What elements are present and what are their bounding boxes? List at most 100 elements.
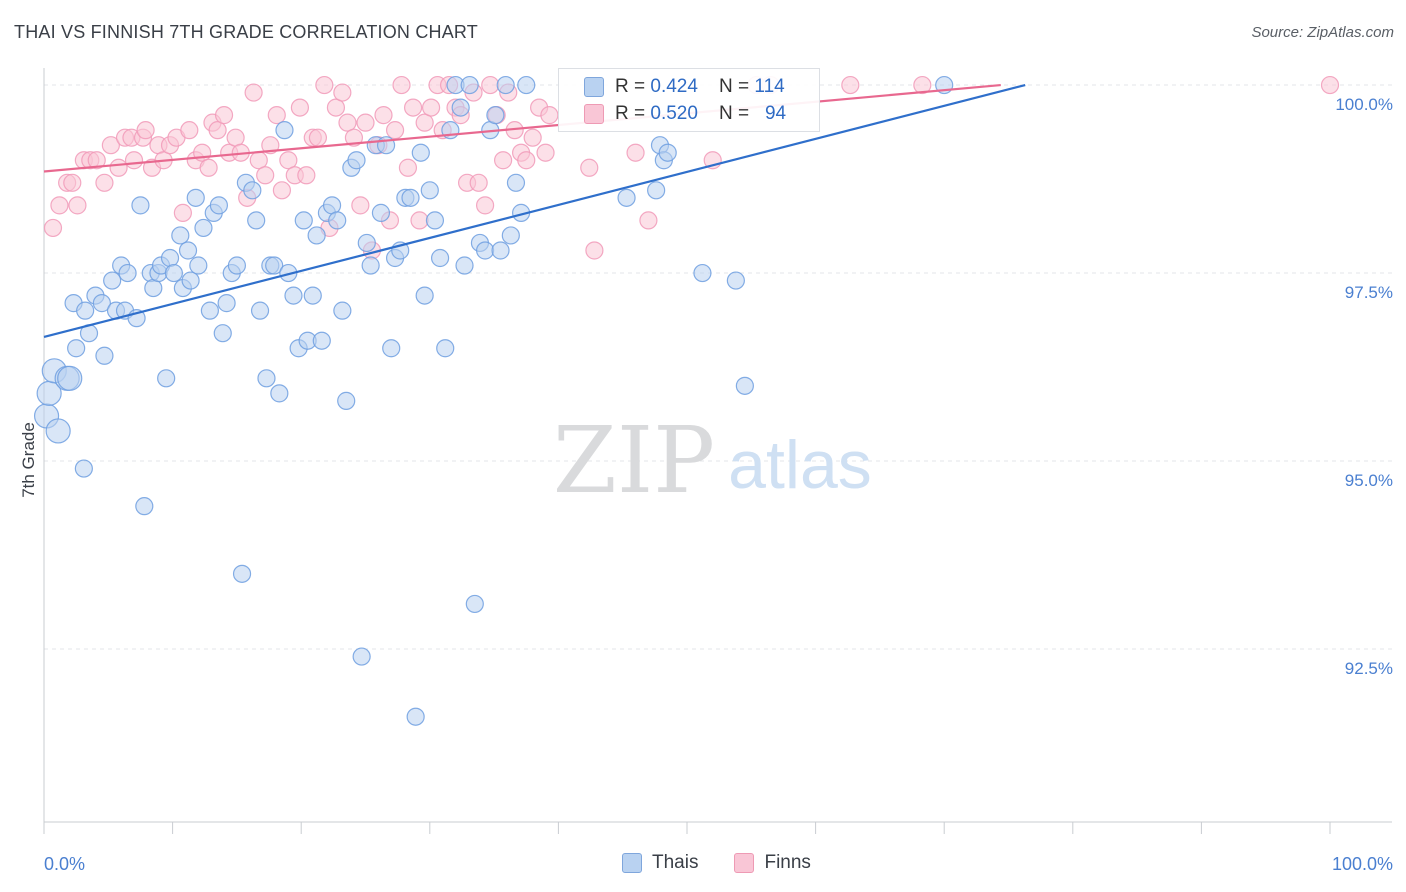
point-thais bbox=[232, 564, 252, 583]
legend-label-finns: Finns bbox=[764, 852, 811, 873]
point-thais bbox=[160, 248, 180, 268]
legend-r-label: R = bbox=[615, 76, 651, 97]
point-finns bbox=[308, 128, 328, 147]
point-finns bbox=[326, 98, 346, 117]
point-thais bbox=[352, 647, 371, 666]
point-thais bbox=[406, 707, 425, 726]
point-thais bbox=[213, 324, 232, 343]
point-thais bbox=[157, 369, 176, 388]
point-thais bbox=[171, 226, 190, 245]
point-finns bbox=[124, 151, 144, 170]
point-thais bbox=[382, 339, 401, 358]
point-thais bbox=[420, 181, 439, 200]
series-legend: Thais Finns bbox=[622, 852, 833, 874]
y-tick-label: 92.5% bbox=[1345, 659, 1393, 678]
point-thais bbox=[726, 271, 745, 290]
point-finns bbox=[68, 196, 87, 215]
point-thais bbox=[209, 196, 228, 215]
point-thais bbox=[135, 497, 154, 516]
point-thais bbox=[57, 365, 83, 391]
point-thais bbox=[401, 188, 420, 207]
point-thais bbox=[328, 211, 347, 230]
x-tick-labels: 0.0% 100.0% bbox=[44, 854, 1393, 874]
point-finns bbox=[403, 98, 423, 117]
point-thais bbox=[186, 188, 205, 207]
point-thais bbox=[465, 594, 484, 614]
point-finns bbox=[63, 173, 82, 192]
point-finns bbox=[410, 211, 429, 230]
point-thais bbox=[496, 75, 515, 95]
legend-swatch-thais bbox=[622, 853, 642, 873]
point-finns bbox=[841, 75, 860, 95]
legend-swatch-finns bbox=[584, 104, 604, 124]
point-finns bbox=[173, 203, 192, 222]
point-thais bbox=[337, 391, 356, 410]
y-tick-label: 97.5% bbox=[1345, 283, 1393, 302]
y-tick-label: 100.0% bbox=[1335, 95, 1393, 114]
legend-n-label: N = bbox=[719, 76, 755, 97]
point-thais bbox=[517, 75, 536, 95]
legend-swatch-finns bbox=[734, 853, 755, 873]
point-finns bbox=[398, 158, 418, 177]
point-finns bbox=[199, 158, 218, 177]
point-thais bbox=[436, 339, 455, 358]
point-finns bbox=[101, 136, 120, 155]
point-finns bbox=[536, 143, 555, 162]
point-finns bbox=[374, 106, 393, 125]
point-thais bbox=[217, 294, 236, 313]
point-finns bbox=[351, 196, 370, 215]
point-thais bbox=[194, 218, 213, 238]
point-finns bbox=[87, 151, 106, 170]
point-finns bbox=[639, 211, 658, 230]
watermark-zip: ZIP bbox=[553, 407, 715, 514]
point-finns bbox=[523, 128, 542, 147]
point-finns bbox=[517, 151, 536, 170]
point-thais bbox=[131, 196, 150, 215]
legend-r-label: R = bbox=[615, 103, 651, 124]
point-finns bbox=[392, 75, 411, 95]
point-thais bbox=[284, 286, 303, 305]
point-finns bbox=[297, 166, 316, 185]
point-thais bbox=[322, 196, 342, 215]
point-thais bbox=[76, 301, 95, 320]
legend-swatch-thais bbox=[584, 77, 604, 97]
point-thais bbox=[333, 301, 352, 320]
point-finns bbox=[913, 75, 932, 95]
point-thais bbox=[270, 384, 289, 403]
point-finns bbox=[136, 121, 155, 140]
point-thais bbox=[307, 226, 326, 245]
axes bbox=[43, 68, 1392, 834]
point-thais bbox=[178, 241, 198, 260]
watermark: ZIP atlas bbox=[553, 407, 872, 514]
point-thais bbox=[491, 241, 510, 260]
point-thais bbox=[275, 121, 294, 140]
legend-n-value: 94 bbox=[764, 103, 787, 124]
point-finns bbox=[475, 196, 495, 215]
point-finns bbox=[43, 218, 63, 238]
point-thais bbox=[294, 211, 313, 230]
source-label: Source: ZipAtlas.com bbox=[1251, 24, 1394, 41]
point-finns bbox=[415, 113, 434, 132]
point-thais bbox=[658, 143, 677, 162]
point-finns bbox=[385, 121, 405, 140]
legend-r-value: 0.520 bbox=[650, 103, 698, 124]
trend-line-finns bbox=[43, 83, 1001, 173]
point-thais bbox=[475, 241, 495, 260]
legend-label-thais: Thais bbox=[652, 852, 699, 873]
point-thais bbox=[693, 263, 712, 283]
point-thais bbox=[189, 256, 208, 275]
point-thais bbox=[303, 286, 322, 305]
point-thais bbox=[144, 278, 163, 298]
point-thais bbox=[460, 75, 479, 95]
point-finns bbox=[338, 113, 357, 132]
legend-item-thais[interactable]: Thais bbox=[622, 852, 698, 874]
point-finns bbox=[244, 83, 263, 102]
legend-item-finns[interactable]: Finns bbox=[734, 852, 811, 874]
point-finns bbox=[50, 196, 69, 215]
point-finns bbox=[626, 143, 645, 162]
gridlines bbox=[44, 84, 1392, 650]
point-finns bbox=[256, 166, 275, 185]
legend-n-label: N = bbox=[719, 103, 755, 124]
point-thais bbox=[735, 376, 754, 395]
chart-title: THAI VS FINNISH 7TH GRADE CORRELATION CH… bbox=[14, 22, 478, 42]
